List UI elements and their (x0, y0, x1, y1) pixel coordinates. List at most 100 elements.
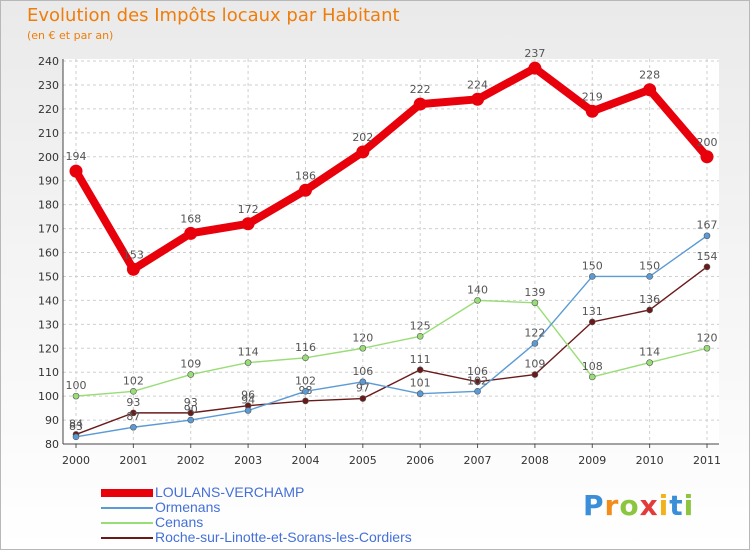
y-tick-label: 140 (38, 294, 59, 307)
logo-letter: x (639, 489, 659, 522)
y-tick-label: 190 (38, 175, 59, 188)
data-label: 139 (524, 286, 545, 299)
data-label: 125 (410, 319, 431, 332)
data-label: 224 (467, 78, 488, 91)
x-tick-label: 2000 (62, 454, 90, 467)
data-label: 222 (410, 83, 431, 96)
series-loulans-verchamp: 194 153 168 172 186 202 222 224 237 219 228 200 (66, 47, 718, 276)
data-label: 200 (697, 136, 718, 149)
data-label: 153 (123, 248, 144, 261)
y-tick-label: 160 (38, 247, 59, 260)
legend-swatch (101, 507, 153, 509)
data-label: 116 (295, 341, 316, 354)
logo-letter: i (658, 489, 670, 522)
data-point (356, 145, 370, 159)
data-label: 172 (238, 203, 259, 216)
series-roche-sur-linotte-et-sorans-les-cordiers: 849393969897111106109131136154 (69, 250, 718, 438)
logo-letter: P (583, 489, 605, 522)
data-point (646, 306, 653, 314)
data-label: 150 (639, 259, 660, 272)
legend-swatch (101, 489, 153, 497)
data-label: 168 (180, 212, 201, 225)
data-label: 109 (524, 358, 545, 371)
data-point (703, 263, 711, 271)
data-point (528, 61, 542, 75)
data-label: 194 (66, 150, 87, 163)
data-point (474, 378, 481, 386)
data-label: 228 (639, 69, 660, 82)
data-point (130, 423, 137, 431)
y-tick-label: 230 (38, 79, 59, 92)
logo-letter: r (604, 489, 620, 522)
data-point (416, 390, 424, 398)
y-tick-label: 220 (38, 103, 59, 116)
data-point (703, 344, 711, 352)
x-tick-label: 2005 (349, 454, 377, 467)
data-point (588, 373, 596, 381)
data-point (187, 371, 195, 378)
data-label: 136 (639, 293, 660, 306)
x-tick-label: 2003 (234, 454, 262, 467)
legend-swatch (101, 537, 153, 539)
data-label: 83 (69, 420, 83, 433)
data-label: 87 (126, 410, 140, 423)
data-point (643, 83, 657, 97)
x-tick-label: 2001 (119, 454, 147, 467)
data-label: 186 (295, 169, 316, 182)
y-tick-label: 170 (38, 223, 59, 236)
x-tick-label: 2008 (521, 454, 549, 467)
data-label: 219 (582, 90, 603, 103)
data-point (531, 371, 539, 378)
data-point (416, 366, 424, 374)
data-label: 90 (184, 403, 198, 416)
y-tick-label: 210 (38, 127, 59, 140)
data-point (413, 97, 427, 111)
data-label: 108 (582, 360, 603, 373)
x-tick-label: 2004 (291, 454, 319, 467)
data-label: 167 (697, 219, 718, 232)
data-label: 154 (697, 250, 718, 263)
data-label: 101 (410, 377, 431, 390)
series-line (75, 235, 708, 438)
data-label: 106 (467, 365, 488, 378)
data-label: 140 (467, 283, 488, 296)
data-point (298, 183, 312, 197)
data-label: 120 (352, 331, 373, 344)
data-point (700, 150, 714, 164)
data-label: 94 (241, 393, 255, 406)
series-line (75, 299, 708, 397)
series-line (72, 64, 711, 274)
y-tick-label: 100 (38, 390, 59, 403)
data-point (588, 318, 596, 326)
data-point (646, 273, 653, 280)
data-point (474, 297, 481, 304)
data-point (241, 217, 255, 231)
logo-letter: t (669, 489, 684, 522)
data-label: 93 (126, 396, 140, 409)
series-line (75, 266, 708, 436)
data-point (531, 299, 539, 307)
y-tick-label: 90 (45, 414, 59, 427)
x-tick-label: 2002 (177, 454, 205, 467)
x-tick-label: 2007 (464, 454, 492, 467)
y-tick-label: 110 (38, 366, 59, 379)
x-tick-label: 2010 (636, 454, 664, 467)
data-label: 120 (697, 331, 718, 344)
data-point (72, 433, 80, 441)
data-point (244, 359, 252, 366)
data-point (359, 344, 367, 352)
data-point (588, 273, 596, 280)
data-point (72, 392, 80, 400)
legend-label: LOULANS-VERCHAMP (155, 484, 305, 500)
legend-label: Roche-sur-Linotte-et-Sorans-les-Cordiers (155, 529, 412, 545)
data-point (302, 354, 309, 362)
data-point (646, 359, 653, 366)
data-point (130, 388, 137, 395)
x-tick-label: 2006 (406, 454, 434, 467)
data-label: 93 (184, 396, 198, 409)
data-label: 111 (410, 353, 431, 366)
data-label: 84 (69, 417, 83, 430)
data-point (359, 378, 367, 386)
